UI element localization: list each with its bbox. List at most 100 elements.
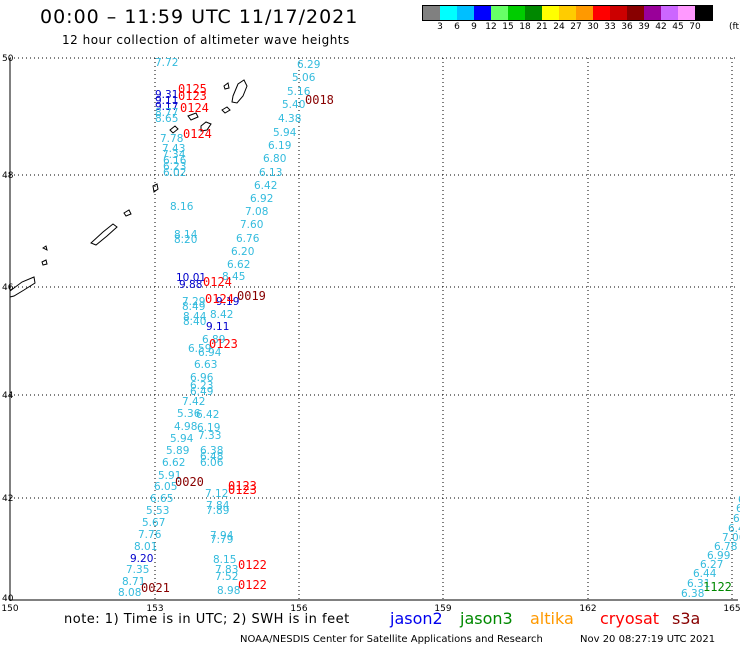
color-scale-label: 18 (519, 22, 531, 32)
wave-height-value: 8.71 (122, 576, 145, 588)
wave-height-value: 6.62 (162, 457, 185, 469)
wave-height-value: 6.42 (196, 409, 219, 421)
wave-height-value: 6.16 (163, 155, 187, 167)
wave-height-value: 5.91 (158, 470, 181, 482)
color-scale-label: 36 (621, 22, 633, 32)
color-scale-swatch (508, 6, 525, 20)
island-outline (9, 276, 36, 298)
color-scale-swatch (695, 6, 712, 20)
color-scale-swatch (474, 6, 491, 20)
wave-height-value: 7.89 (206, 505, 229, 517)
color-scale-swatch (661, 6, 678, 20)
longitude-tick-label: 150 (1, 604, 18, 614)
color-scale-label: 27 (570, 22, 582, 32)
wave-height-value: 5.67 (142, 517, 165, 529)
color-scale-swatch (644, 6, 661, 20)
wave-height-value: 8.40 (183, 316, 206, 328)
wave-height-value: 6.23 (190, 380, 213, 392)
color-scale-label: 3 (437, 22, 443, 32)
wave-height-value: 7.83 (215, 564, 238, 576)
island-outline (221, 106, 231, 114)
wave-height-value: 8.20 (174, 234, 197, 246)
wave-height-value: 6.42 (728, 523, 740, 535)
latitude-tick-label: 40 (2, 594, 14, 604)
color-scale-label: 42 (655, 22, 667, 32)
wave-height-value: 6.92 (250, 193, 273, 205)
coastline (9, 79, 248, 298)
wave-height-value: 6.05 (154, 481, 177, 493)
wave-height-value: 5.94 (273, 127, 297, 139)
pass-time-label: 0021 (141, 581, 170, 595)
color-scale-swatch (559, 6, 576, 20)
island-outline (123, 209, 132, 217)
island-outline (41, 259, 48, 266)
wave-height-value: 7.72 (155, 57, 178, 69)
footer-note: note: 1) Time is in UTC; 2) SWH is in fe… (64, 612, 350, 627)
wave-height-value: 5.53 (146, 505, 169, 517)
color-scale-swatch (457, 6, 474, 20)
wave-height-value: 5.36 (177, 408, 201, 420)
island-outline (187, 112, 199, 121)
wave-height-value: 9.11 (206, 321, 229, 333)
wave-height-value: 7.34 (162, 149, 186, 161)
wave-height-value: 5.40 (282, 99, 305, 111)
pass-time-label: 0123 (209, 337, 238, 351)
color-scale-swatch (491, 6, 508, 20)
pass-time-label: 0124 (183, 127, 212, 141)
wave-height-value: 6.42 (254, 180, 277, 192)
wave-height-value: 5.16 (287, 86, 311, 98)
wave-height-value: 8.77 (155, 107, 178, 119)
color-scale-label: 21 (536, 22, 548, 32)
wave-height-value: 7.06 (722, 532, 740, 544)
wave-height-value: 6.76 (236, 233, 260, 245)
color-scale-label: 45 (672, 22, 684, 32)
wave-height-value: 9.11 (155, 95, 178, 107)
wave-height-value: 6.80 (263, 153, 286, 165)
color-scale-swatch (627, 6, 644, 20)
wave-height-value: 5.06 (292, 72, 316, 84)
island-outline (90, 223, 118, 246)
latitude-tick-label: 48 (2, 171, 14, 181)
latitude-tick-label: 46 (2, 283, 14, 293)
wave-height-value: 6 (736, 503, 740, 515)
wave-height-value: 8.16 (170, 201, 194, 213)
footer-timestamp: Nov 20 08:27:19 UTC 2021 (580, 634, 716, 645)
map-gridlines (10, 57, 738, 600)
wave-height-value: 9.31 (155, 89, 178, 101)
color-scale-swatch (525, 6, 542, 20)
pass-time-label: 0122 (238, 578, 267, 592)
color-scale-label: 33 (604, 22, 616, 32)
wave-height-value: 10.01 (176, 272, 206, 284)
wave-height-value: 6 (738, 494, 740, 506)
wave-height-value: 8.65 (155, 113, 178, 125)
wave-height-value: 6.19 (268, 140, 291, 152)
pass-time-label: 0020 (175, 475, 204, 489)
wave-height-value: 6.96 (190, 372, 214, 384)
wave-height-value: 8.01 (134, 541, 157, 553)
wave-height-value: 6.19 (197, 422, 220, 434)
longitude-tick-label: 159 (434, 604, 451, 614)
wave-height-value: 8.14 (174, 229, 198, 241)
wave-height-value: 6.27 (700, 559, 723, 571)
island-outline (200, 121, 212, 132)
color-scale-label: 70 (689, 22, 701, 32)
color-scale-swatch (678, 6, 695, 20)
wave-height-value: 6.29 (297, 59, 320, 71)
legend-jason2: jason2 (390, 609, 443, 628)
latitude-tick-label: 50 (2, 54, 14, 64)
wave-height-value: 5.94 (170, 433, 194, 445)
wave-height-value: 6.38 (681, 588, 704, 600)
wave-height-value: 6.13 (259, 167, 282, 179)
wave-height-value: 7.84 (206, 500, 230, 512)
wave-height-value: 7.79 (210, 534, 233, 546)
wave-height-value: 7.12 (205, 488, 228, 500)
wave-height-value: 6.48 (200, 451, 223, 463)
wave-height-value: 6.63 (194, 359, 217, 371)
wave-height-value: 6.99 (707, 550, 730, 562)
pass-time-label: 0125 (178, 82, 207, 96)
longitude-tick-label: 162 (579, 604, 596, 614)
pass-time-label: 0123 (228, 479, 257, 493)
color-scale-label: 12 (485, 22, 497, 32)
wave-height-value: 7.33 (198, 430, 221, 442)
